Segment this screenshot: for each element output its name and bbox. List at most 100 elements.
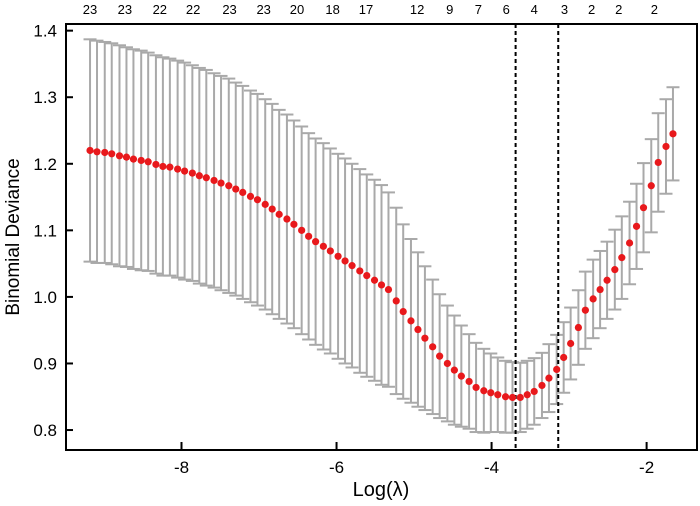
mean-point — [232, 185, 240, 193]
x-tick-label: -8 — [174, 458, 189, 477]
mean-point — [348, 262, 356, 270]
mean-point — [407, 317, 415, 325]
mean-point — [399, 307, 407, 316]
mean-point — [312, 238, 320, 246]
mean-point — [290, 220, 298, 228]
top-axis-label: 23 — [118, 2, 132, 17]
mean-point — [530, 387, 538, 396]
mean-point — [625, 239, 634, 247]
mean-point — [508, 393, 517, 402]
mean-point — [480, 387, 488, 395]
top-axis-label: 23 — [83, 2, 97, 17]
top-axis-label: 23 — [256, 2, 270, 17]
mean-point — [538, 381, 546, 390]
mean-point — [421, 334, 429, 342]
mean-point — [152, 160, 160, 169]
top-axis-label: 20 — [290, 2, 304, 17]
mean-point — [341, 257, 349, 265]
mean-point — [596, 285, 604, 294]
mean-point — [159, 162, 167, 171]
y-tick-label: 0.9 — [33, 354, 57, 373]
mean-point — [632, 222, 641, 230]
mean-point — [443, 359, 451, 368]
mean-point — [253, 196, 262, 204]
mean-point — [334, 252, 342, 260]
mean-point — [166, 163, 174, 171]
top-axis-label: 22 — [186, 2, 200, 17]
mean-point — [392, 297, 400, 305]
top-axis-label: 2 — [615, 2, 622, 17]
top-axis-label: 18 — [325, 2, 339, 17]
error-bars — [83, 38, 680, 434]
mean-point — [101, 148, 109, 157]
x-axis-label: Log(λ) — [353, 479, 410, 501]
mean-point — [465, 377, 473, 386]
x-axis: -8 -6 -4 -2 — [174, 442, 654, 477]
top-axis-df-labels: 23 23 22 22 23 23 20 18 17 12 9 7 6 4 3 2 2 2 — [83, 2, 658, 17]
mean-point — [384, 285, 393, 294]
mean-point — [268, 205, 276, 213]
top-axis-label: 9 — [446, 2, 453, 17]
mean-point — [225, 182, 233, 190]
mean-point — [669, 130, 677, 138]
mean-point — [129, 155, 138, 163]
mean-point — [581, 306, 589, 314]
mean-point — [429, 343, 437, 351]
mean-point — [494, 391, 502, 399]
x-tick-label: -2 — [639, 458, 654, 477]
mean-point — [363, 272, 371, 280]
top-axis-label: 6 — [503, 2, 510, 17]
mean-point — [174, 165, 182, 173]
x-tick-label: -4 — [484, 458, 499, 477]
mean-point — [436, 352, 444, 360]
mean-point — [275, 210, 283, 218]
mean-point — [246, 192, 255, 200]
mean-point — [319, 242, 327, 250]
y-tick-label: 1.0 — [33, 288, 57, 307]
x-tick-label: -6 — [329, 458, 344, 477]
mean-point — [356, 267, 364, 275]
mean-point — [137, 156, 145, 165]
mean-point — [523, 391, 531, 399]
mean-point — [298, 226, 306, 234]
mean-point — [516, 393, 524, 402]
mean-point — [370, 276, 379, 284]
mean-point — [618, 254, 626, 262]
mean-point — [654, 158, 662, 167]
y-tick-label: 1.2 — [33, 155, 57, 174]
mean-point — [115, 152, 124, 160]
y-tick-label: 1.3 — [33, 88, 57, 107]
mean-point — [553, 365, 561, 374]
mean-point — [144, 158, 152, 166]
y-tick-label: 1.1 — [33, 221, 57, 240]
mean-point — [647, 182, 655, 190]
top-axis-label: 4 — [531, 2, 538, 17]
mean-point — [217, 179, 225, 187]
mean-point — [545, 374, 553, 382]
mean-point — [501, 393, 510, 401]
mean-point — [560, 353, 568, 362]
mean-point — [450, 366, 458, 374]
y-axis: 0.8 0.9 1.0 1.1 1.2 1.3 1.4 — [33, 22, 73, 440]
mean-point — [574, 323, 582, 332]
top-axis-label: 22 — [153, 2, 167, 17]
y-tick-label: 1.4 — [33, 22, 57, 41]
mean-point — [122, 153, 131, 161]
mean-point — [93, 148, 101, 156]
y-axis-label: Binomial Deviance — [3, 158, 24, 315]
mean-point — [210, 176, 218, 185]
mean-point — [662, 142, 670, 151]
mean-point — [261, 200, 269, 208]
mean-point — [457, 372, 465, 380]
top-axis-label: 2 — [651, 2, 658, 17]
mean-point — [305, 232, 313, 240]
mean-point — [239, 188, 247, 197]
mean-point — [603, 276, 611, 284]
top-axis-label: 3 — [561, 2, 568, 17]
mean-point — [589, 295, 597, 303]
mean-point — [611, 266, 619, 274]
plot-frame — [65, 23, 698, 451]
mean-point — [639, 204, 648, 212]
top-axis-label: 12 — [410, 2, 424, 17]
